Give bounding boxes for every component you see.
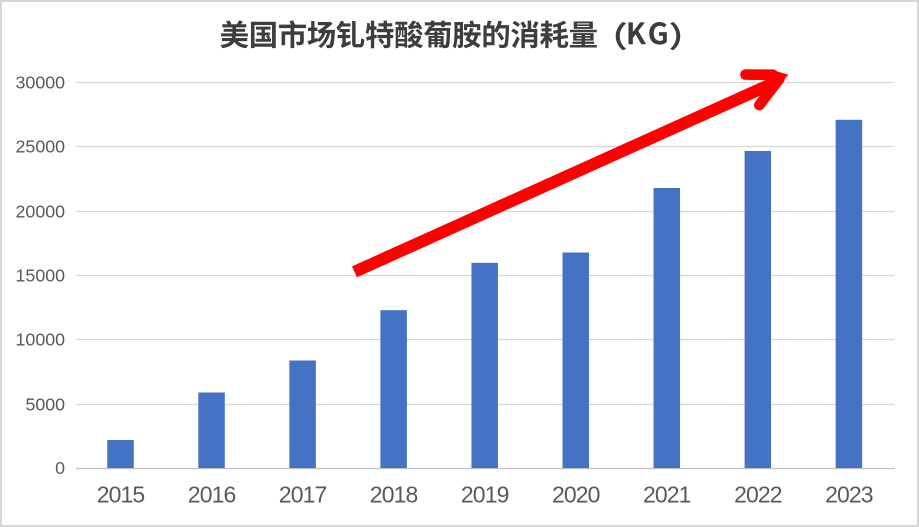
svg-text:15000: 15000 [16, 266, 66, 286]
svg-text:25000: 25000 [16, 137, 66, 157]
svg-text:5000: 5000 [25, 395, 65, 415]
svg-text:2015: 2015 [97, 482, 145, 508]
svg-text:20000: 20000 [16, 202, 66, 222]
svg-text:2023: 2023 [825, 482, 873, 508]
svg-text:2018: 2018 [370, 482, 418, 508]
svg-text:10000: 10000 [16, 330, 66, 350]
svg-text:2017: 2017 [279, 482, 327, 508]
svg-text:2021: 2021 [643, 482, 691, 508]
svg-text:2016: 2016 [188, 482, 236, 508]
svg-text:2022: 2022 [734, 482, 782, 508]
svg-text:2019: 2019 [461, 482, 509, 508]
svg-text:0: 0 [55, 458, 65, 478]
svg-text:2020: 2020 [552, 482, 600, 508]
svg-text:30000: 30000 [16, 73, 66, 93]
